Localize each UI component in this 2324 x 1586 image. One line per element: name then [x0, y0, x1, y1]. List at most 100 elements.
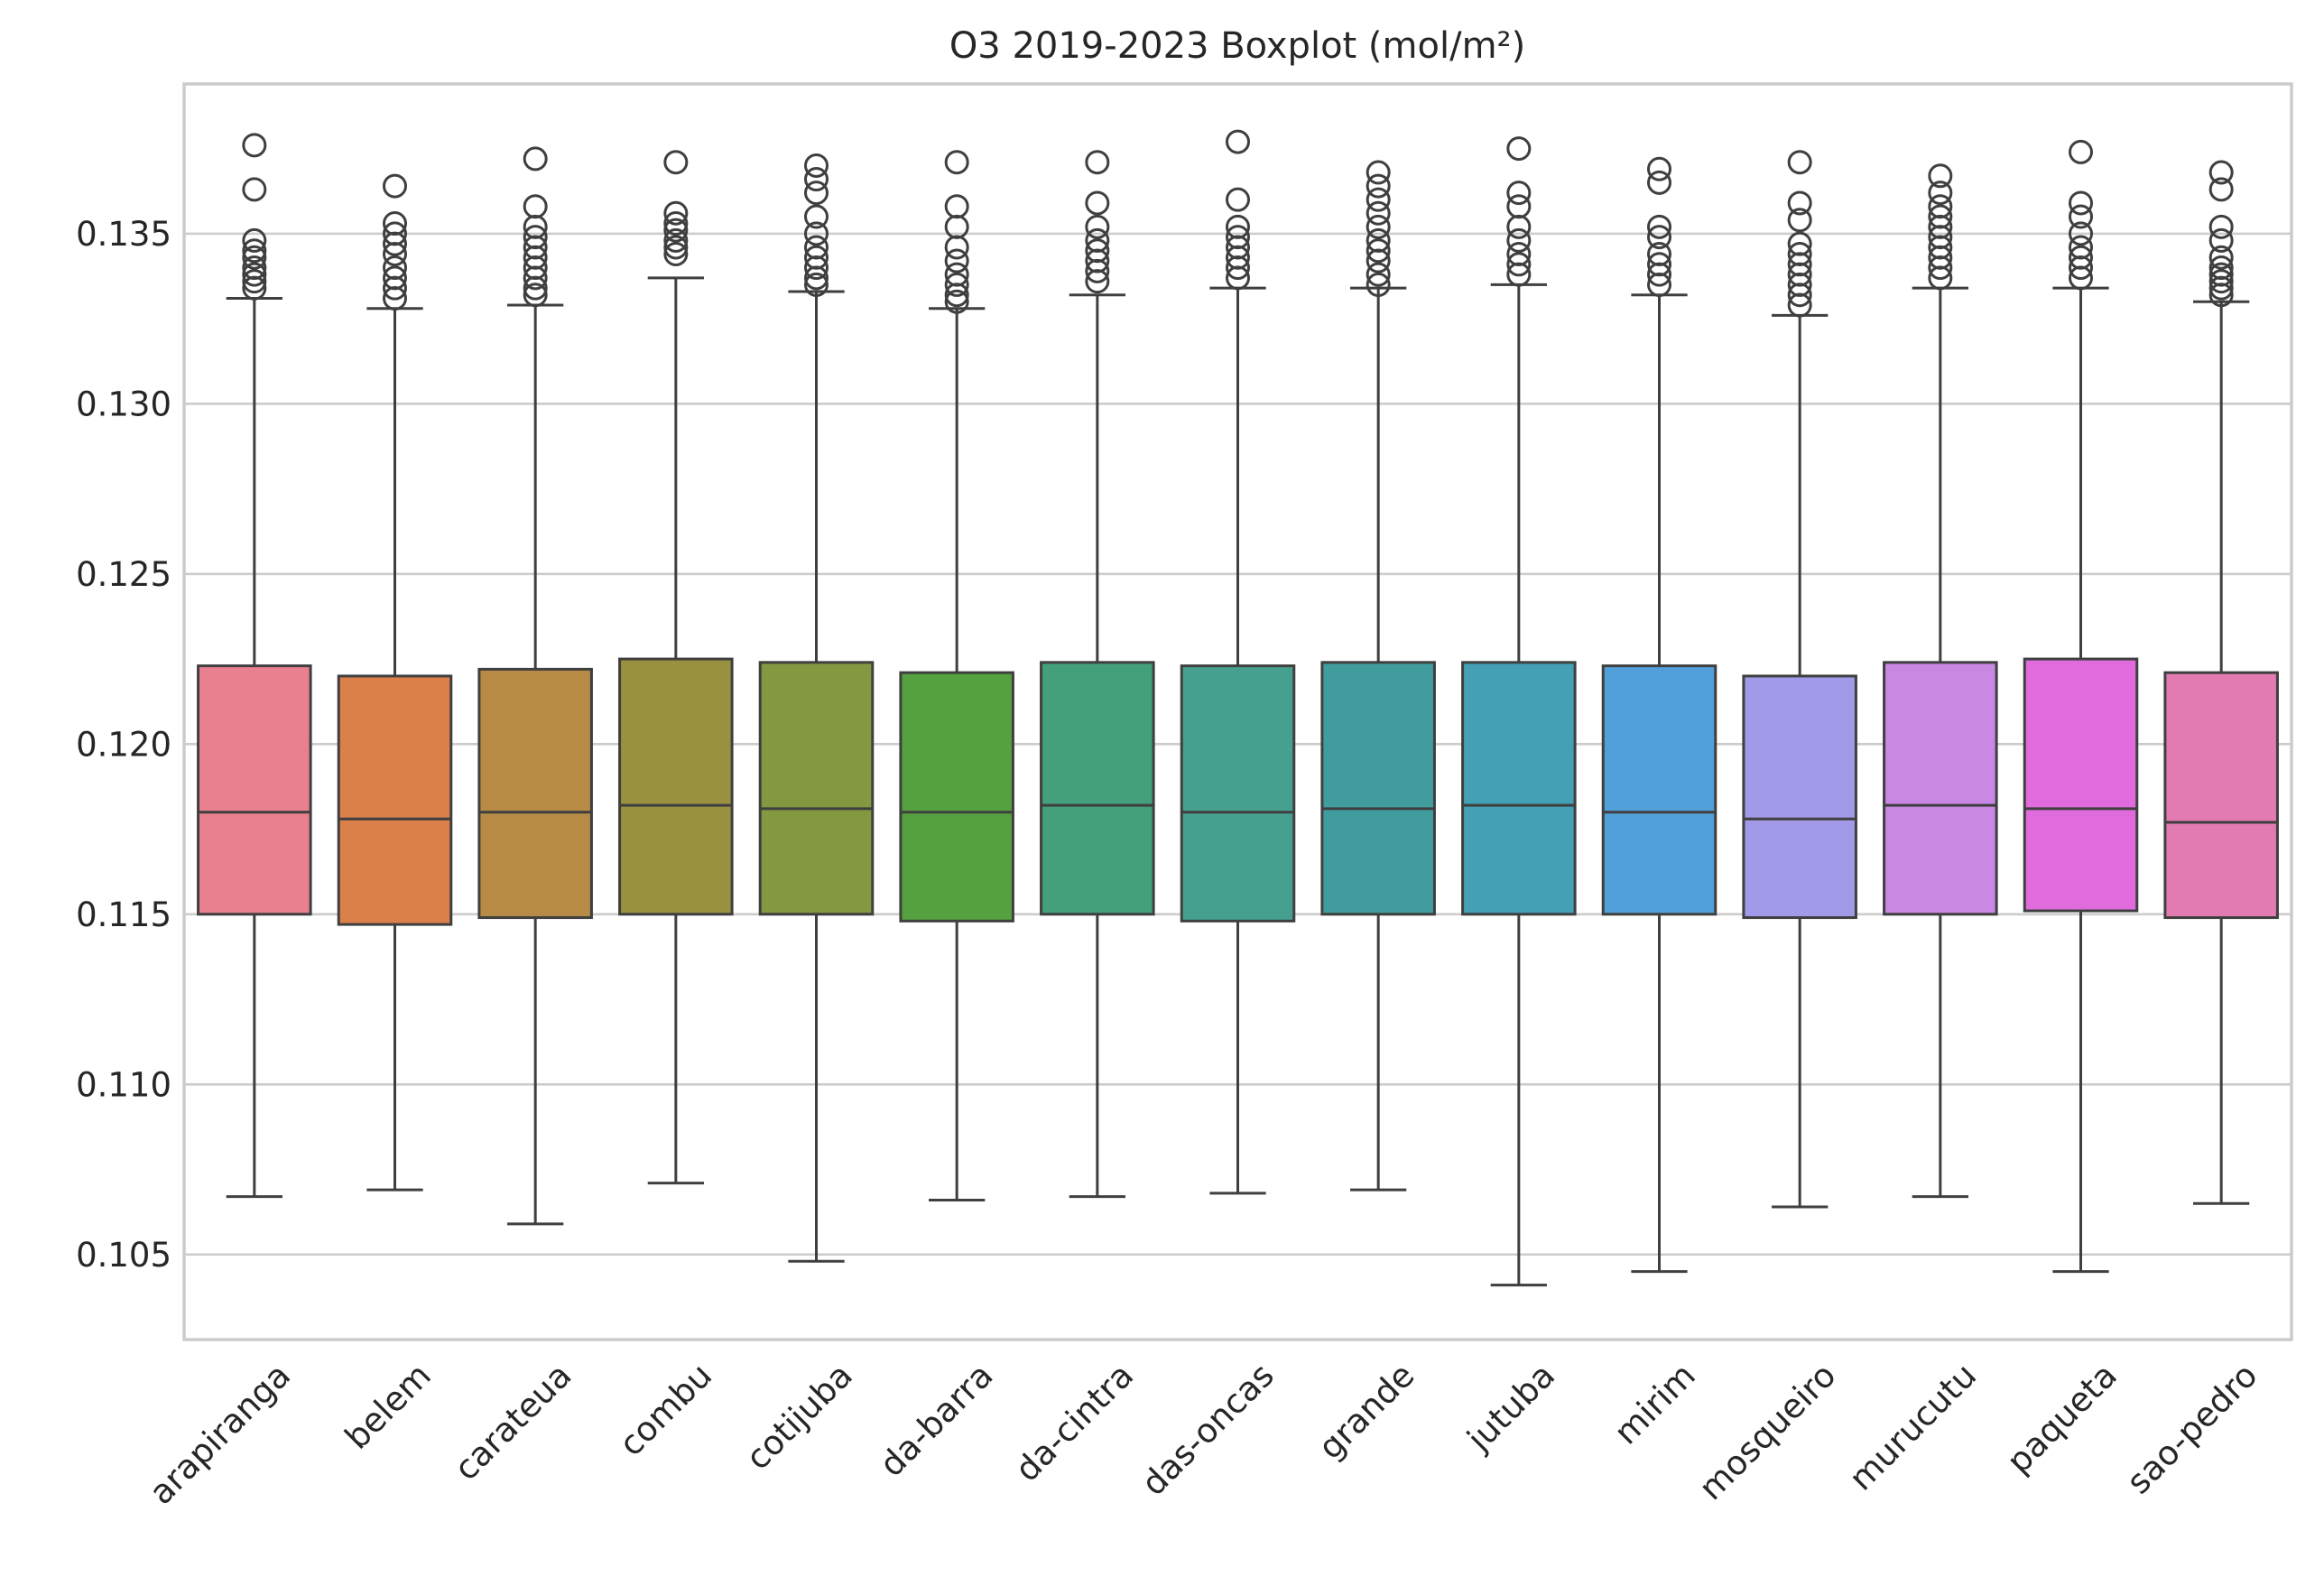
outlier-point — [523, 194, 548, 219]
outlier-point — [1787, 150, 1812, 175]
outlier-point — [2208, 283, 2234, 308]
outlier-point — [804, 167, 829, 192]
outlier-point — [1647, 272, 1671, 297]
x-tick-label: da-cintra — [1007, 1356, 1141, 1489]
outlier-point — [2069, 204, 2093, 229]
outlier-point — [1366, 200, 1391, 226]
outlier-point — [242, 238, 267, 264]
outlier-point — [944, 248, 969, 274]
outlier-point — [242, 133, 267, 158]
chart-title: O3 2019-2023 Boxplot (mol/m²) — [949, 25, 1525, 67]
outlier-point — [2069, 190, 2093, 216]
x-tick-label: das-oncas — [1134, 1356, 1282, 1503]
box-das-oncas — [1180, 664, 1296, 923]
outlier-point — [1085, 150, 1110, 175]
outlier-point — [663, 150, 689, 175]
outlier-point — [944, 194, 969, 219]
outlier-point — [1366, 262, 1391, 287]
x-tick-label: mirim — [1606, 1356, 1703, 1452]
outlier-point — [242, 177, 267, 202]
plot-frame — [182, 82, 2293, 1341]
x-tick-label: combu — [612, 1356, 719, 1463]
outlier-point — [242, 262, 267, 287]
box-paqueta — [2023, 657, 2139, 913]
box-group-paqueta — [2023, 139, 2139, 1274]
outlier-point — [1647, 214, 1671, 239]
box-combu — [618, 657, 734, 916]
outlier-point — [663, 200, 689, 226]
outlier-point — [663, 235, 689, 260]
outlier-point — [2069, 265, 2093, 291]
box-group-murucutu — [1883, 163, 1998, 1199]
outlier-point — [523, 275, 548, 301]
box-murucutu — [1883, 661, 1998, 916]
outlier-point — [2208, 275, 2234, 301]
box-arapiranga — [197, 664, 312, 916]
y-tick-label: 0.105 — [76, 1236, 171, 1275]
outlier-point — [1085, 258, 1110, 283]
x-tick-label: belem — [338, 1356, 439, 1457]
outlier-point — [523, 283, 548, 308]
outlier-point — [804, 181, 829, 206]
outlier-point — [804, 204, 829, 229]
outlier-point — [1928, 255, 1953, 281]
outlier-point — [663, 227, 689, 253]
outlier-point — [1085, 214, 1110, 239]
box-jutuba — [1461, 661, 1577, 916]
outlier-point — [1366, 160, 1391, 185]
outlier-point — [1647, 225, 1671, 250]
outlier-point — [1506, 181, 1532, 206]
y-tick-label: 0.135 — [76, 215, 171, 254]
outlier-point — [1787, 283, 1812, 308]
outlier-point — [663, 218, 689, 243]
box-group-das-oncas — [1180, 129, 1296, 1195]
outlier-point — [383, 275, 407, 301]
box-group-da-barra — [899, 150, 1014, 1201]
outlier-point — [1366, 248, 1391, 274]
box-sao-pedro — [2163, 671, 2279, 920]
outlier-point — [1506, 227, 1532, 253]
outlier-point — [1506, 136, 1532, 162]
outlier-point — [944, 272, 969, 297]
outlier-point — [523, 146, 548, 172]
x-tick-label: paqueta — [1999, 1356, 2125, 1481]
outlier-point — [1928, 163, 1953, 189]
outlier-point — [383, 173, 407, 199]
outlier-point — [1787, 190, 1812, 216]
outlier-point — [383, 285, 407, 311]
outlier-point — [1085, 190, 1110, 216]
y-tick-label: 0.125 — [76, 555, 171, 594]
outlier-point — [804, 153, 829, 178]
x-tick-label: mosqueiro — [1691, 1356, 1843, 1507]
outlier-point — [1366, 187, 1391, 212]
box-group-da-cintra — [1040, 150, 1155, 1199]
outlier-point — [242, 245, 267, 270]
box-group-mirim — [1601, 156, 1718, 1274]
outlier-point — [804, 265, 829, 291]
outlier-point — [663, 211, 689, 237]
outlier-point — [1506, 262, 1532, 287]
box-mosqueiro — [1742, 674, 1857, 920]
outlier-point — [944, 289, 969, 314]
outlier-point — [1647, 262, 1671, 287]
outlier-point — [1366, 214, 1391, 239]
outlier-point — [2208, 245, 2234, 270]
box-belem — [337, 674, 453, 926]
outlier-point — [944, 150, 969, 175]
box-cotijuba — [758, 661, 875, 916]
outlier-point — [523, 265, 548, 291]
x-tick-label: jutuba — [1459, 1356, 1562, 1459]
box-group-belem — [337, 173, 453, 1192]
outlier-point — [242, 275, 267, 301]
outlier-point — [1787, 208, 1812, 233]
outlier-point — [1928, 181, 1953, 206]
outlier-point — [1226, 187, 1250, 212]
outlier-point — [1366, 173, 1391, 199]
outlier-point — [944, 235, 969, 260]
outlier-point — [2208, 177, 2234, 202]
x-tick-label: sao-pedro — [2119, 1356, 2265, 1502]
box-mirim — [1601, 664, 1718, 916]
x-tick-label: murucutu — [1842, 1356, 1985, 1498]
y-tick-label: 0.115 — [76, 895, 171, 934]
